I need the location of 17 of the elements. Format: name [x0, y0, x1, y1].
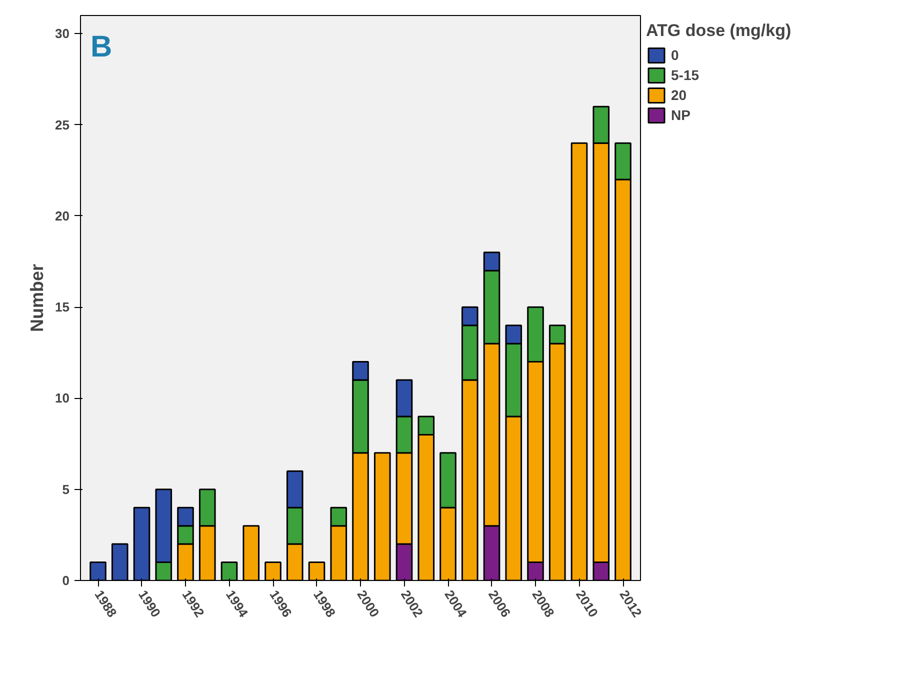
bar: [374, 452, 391, 580]
legend-label: NP: [671, 106, 691, 124]
y-tick-label: 20: [55, 208, 70, 224]
y-tick-label: 25: [55, 117, 70, 132]
bar: [242, 525, 260, 580]
legend-title: ATG dose (mg/kg): [646, 21, 792, 41]
y-axis-title: Number: [27, 264, 48, 332]
y-tick-label: 0: [62, 573, 70, 588]
bar: [111, 543, 128, 580]
y-tick-label: 15: [55, 300, 70, 315]
y-tick-label: 10: [55, 390, 70, 406]
y-tick-label: 30: [55, 26, 70, 42]
y-tick-label: 5: [62, 482, 70, 497]
legend-label: 20: [671, 86, 688, 104]
legend-label: 0: [671, 46, 680, 64]
legend-label: 5-15: [671, 66, 700, 84]
annotation: B: [90, 30, 112, 64]
